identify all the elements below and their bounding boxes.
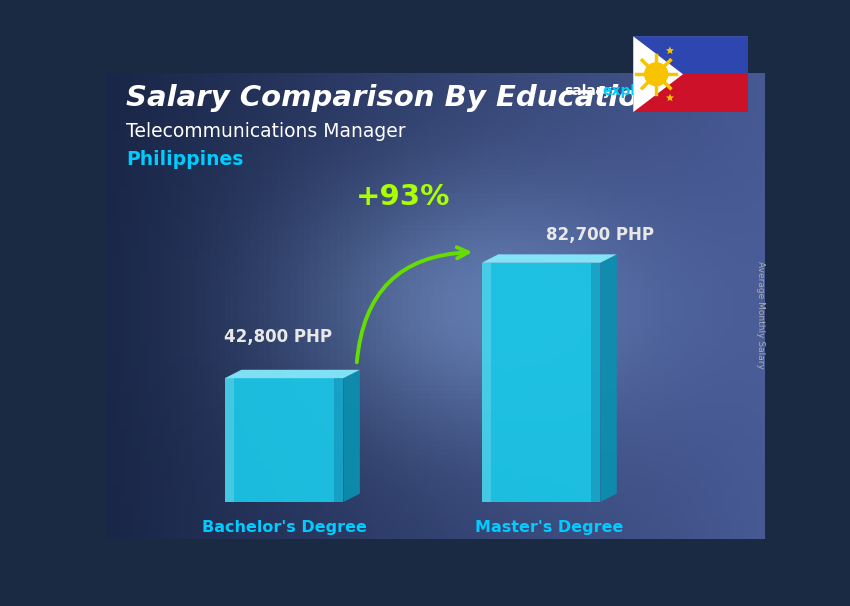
Polygon shape <box>666 47 674 54</box>
Text: Bachelor's Degree: Bachelor's Degree <box>201 520 366 535</box>
Polygon shape <box>224 378 343 502</box>
Polygon shape <box>591 263 600 502</box>
Text: Telecommunications Manager: Telecommunications Manager <box>126 122 405 141</box>
Text: +93%: +93% <box>355 184 450 211</box>
Text: 42,800 PHP: 42,800 PHP <box>224 327 332 345</box>
Text: salary: salary <box>564 84 612 98</box>
Text: Salary Comparison By Education: Salary Comparison By Education <box>126 84 659 112</box>
Polygon shape <box>482 255 617 263</box>
Polygon shape <box>334 378 343 502</box>
Polygon shape <box>633 75 748 112</box>
Polygon shape <box>666 94 674 101</box>
Polygon shape <box>224 378 235 502</box>
Polygon shape <box>482 263 491 502</box>
Polygon shape <box>482 263 600 502</box>
Text: Philippines: Philippines <box>126 150 243 168</box>
FancyArrowPatch shape <box>357 247 468 362</box>
Text: Master's Degree: Master's Degree <box>475 520 623 535</box>
Text: Average Monthly Salary: Average Monthly Salary <box>756 261 765 369</box>
Polygon shape <box>600 255 617 502</box>
Polygon shape <box>633 36 683 112</box>
Polygon shape <box>625 70 632 78</box>
Text: explorer.com: explorer.com <box>603 84 704 98</box>
Polygon shape <box>343 370 360 502</box>
Text: 82,700 PHP: 82,700 PHP <box>547 226 655 244</box>
Polygon shape <box>224 370 360 378</box>
Polygon shape <box>633 36 748 75</box>
Circle shape <box>644 63 668 85</box>
